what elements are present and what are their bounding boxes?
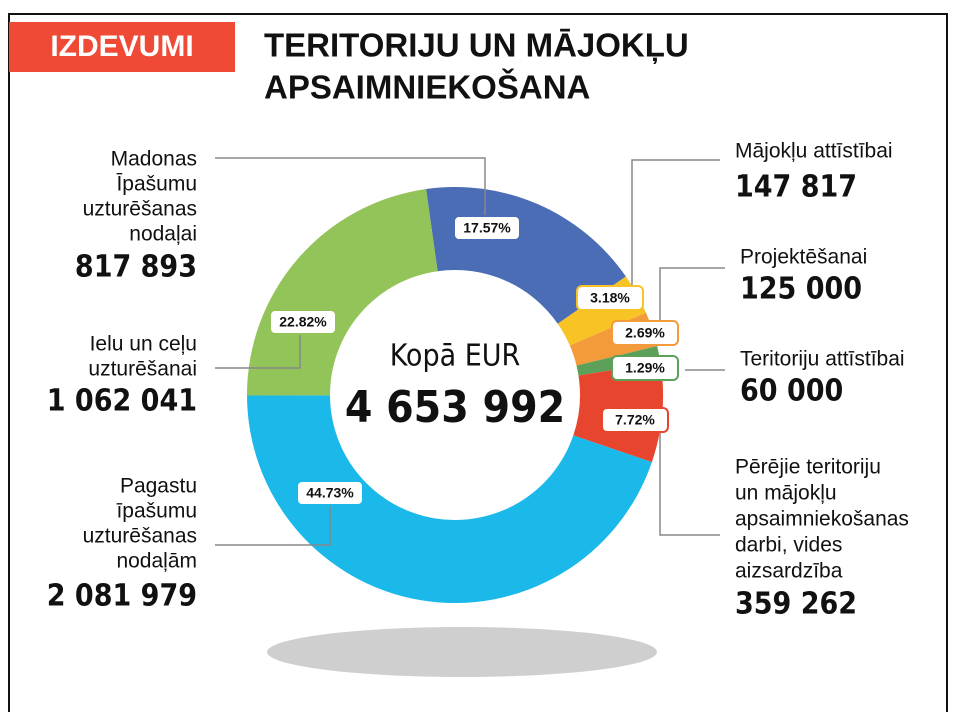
category-label: Pērējie teritoriju	[735, 456, 881, 479]
leader-line	[659, 267, 725, 320]
value-label: 2 081 979	[47, 579, 197, 614]
category-label: darbi, vides	[735, 534, 842, 557]
title-line: APSAIMNIEKOŠANA	[264, 68, 590, 106]
category-label: Pagastu	[120, 475, 197, 498]
category-label: uzturēšanas	[83, 198, 197, 221]
leader-line	[215, 505, 331, 546]
title-line: TERITORIJU UN MĀJOKĻU	[264, 27, 689, 64]
tag: IZDEVUMI	[50, 30, 193, 63]
percent-badge	[611, 355, 679, 381]
tag-box	[9, 22, 235, 72]
percent-label: 44.73%	[306, 485, 354, 501]
category-label: aizsardzība	[735, 560, 843, 583]
leader-line	[215, 157, 486, 215]
percent-badge	[611, 320, 679, 346]
value-label: 817 893	[75, 250, 197, 285]
category-label: Teritoriju attīstībai	[740, 348, 905, 371]
total-label: Kopā EUR	[390, 339, 521, 374]
category-label: uzturēšanai	[88, 358, 197, 381]
category-label: uzturēšanas	[83, 525, 197, 548]
total-value: 4 653 992	[345, 382, 565, 433]
percent-label: 3.18%	[590, 290, 630, 306]
leader-line	[215, 335, 301, 369]
percent-badge	[601, 407, 669, 433]
value-label: 60 000	[740, 374, 843, 409]
percent-badge	[576, 285, 644, 311]
leader-line	[659, 433, 720, 536]
category-label: un mājokļu	[735, 482, 837, 505]
percent-label: 1.29%	[625, 360, 665, 376]
category-label: apsaimniekošanas	[735, 508, 909, 531]
frame	[8, 13, 948, 712]
value-label: 125 000	[740, 272, 862, 307]
percent-badge	[269, 309, 337, 335]
leader-line	[631, 159, 720, 285]
category-label: Mājokļu attīstībai	[735, 140, 893, 163]
category-label: Projektēšanai	[740, 246, 867, 269]
percent-badge	[453, 215, 521, 241]
value-label: 359 262	[735, 587, 857, 622]
category-label: nodaļai	[129, 223, 197, 246]
value-label: 1 062 041	[47, 384, 197, 419]
category-label: Īpašumu	[116, 173, 197, 196]
category-label: nodaļām	[116, 550, 197, 573]
percent-label: 17.57%	[463, 220, 511, 236]
value-label: 147 817	[735, 170, 857, 205]
slice	[247, 395, 652, 603]
category-label: īpašumu	[116, 500, 197, 523]
slice	[247, 189, 438, 396]
category-label: Ielu un ceļu	[90, 333, 197, 356]
shadow	[267, 627, 657, 677]
category-label: Madonas	[111, 148, 197, 171]
percent-badge	[296, 480, 364, 506]
percent-label: 2.69%	[625, 325, 665, 341]
percent-label: 22.82%	[279, 314, 327, 330]
percent-label: 7.72%	[615, 412, 655, 428]
